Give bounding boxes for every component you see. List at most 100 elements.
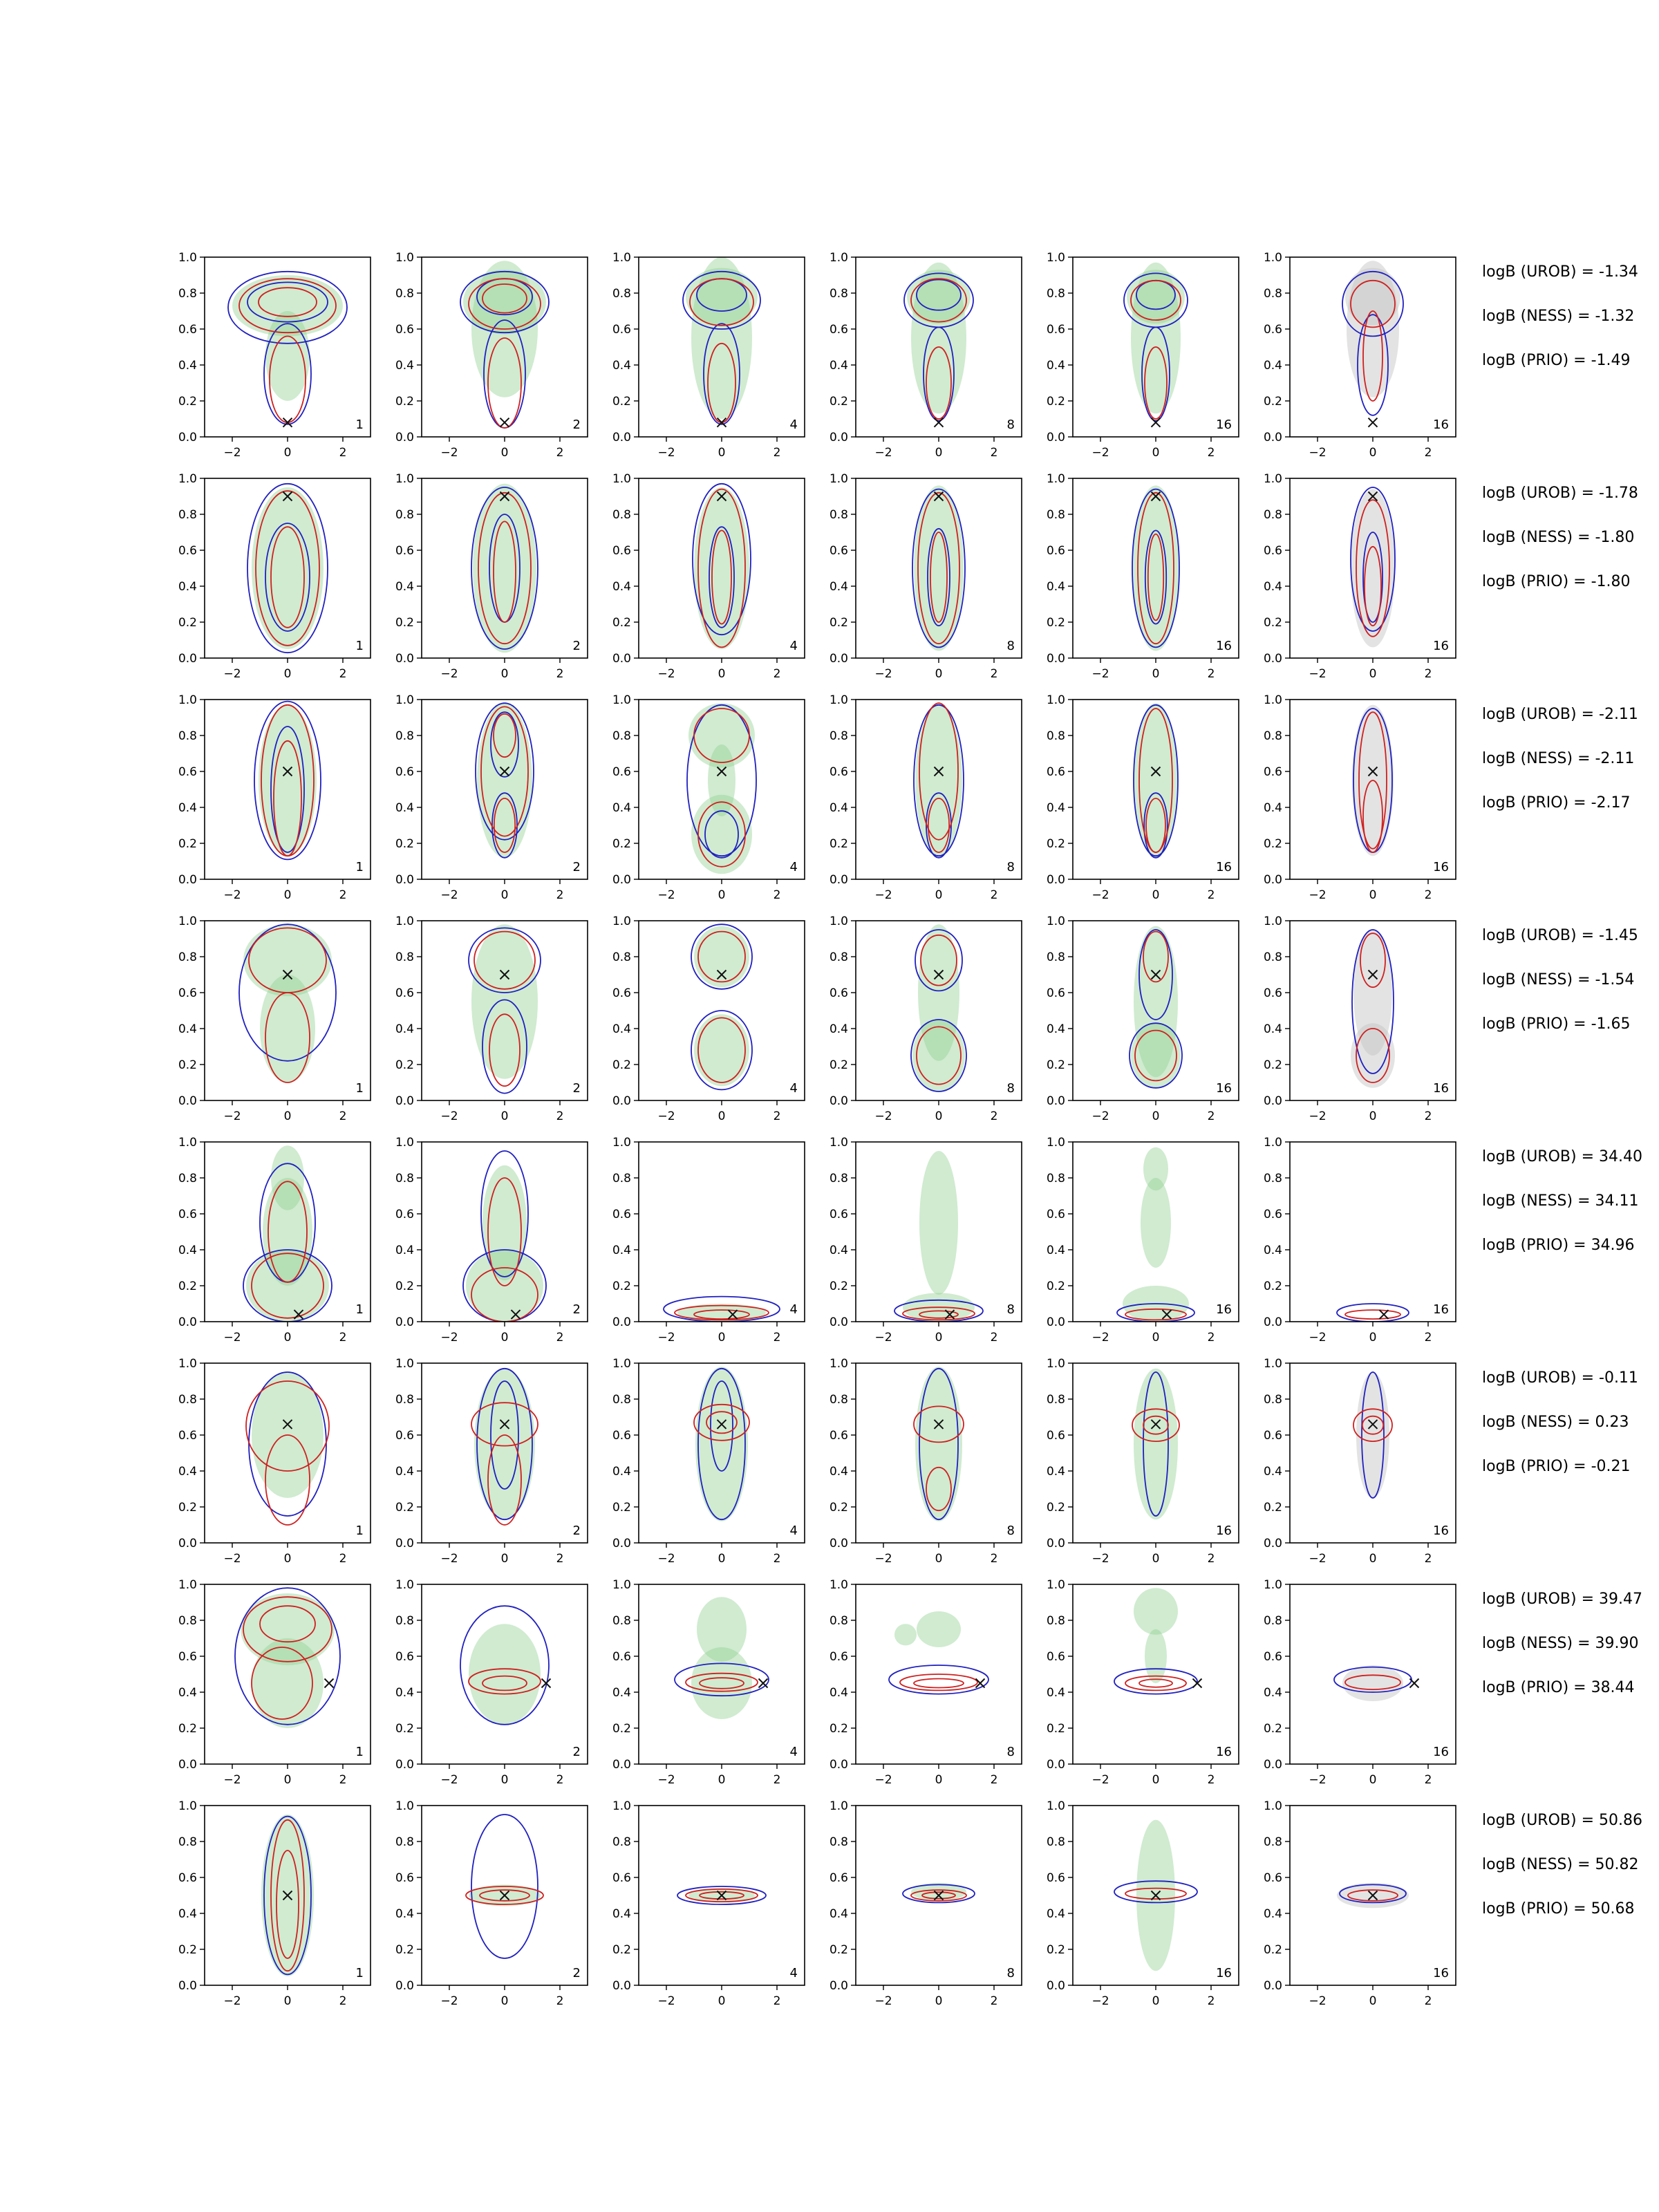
y-tick-label: 1.0 xyxy=(1047,1357,1065,1371)
x-marker xyxy=(324,1678,335,1689)
y-tick-label: 0.6 xyxy=(395,1650,414,1664)
y-tick-label: 0.6 xyxy=(1264,544,1282,558)
x-tick-label: 2 xyxy=(556,1773,564,1787)
density-layer xyxy=(686,703,757,874)
y-tick-label: 0.8 xyxy=(395,508,414,522)
panel-r7-c4: 0.0 0.2 0.4 0.6 0.8 1.0 −2 0 28 xyxy=(830,1578,1022,1787)
x-tick-label: 0 xyxy=(501,1994,509,2008)
contour-red xyxy=(259,1605,316,1643)
logb-annotation-line: logB (NESS) = -1.54 xyxy=(1482,971,1635,988)
x-tick-label: 0 xyxy=(935,888,943,902)
x-tick-label: 0 xyxy=(284,1552,292,1566)
y-tick-label: 0.0 xyxy=(1047,873,1065,887)
panel-r5-c6: 0.0 0.2 0.4 0.6 0.8 1.0 −2 0 2 16 xyxy=(1264,1136,1456,1344)
panel-corner-label: 1 xyxy=(356,1524,364,1538)
y-tick-label: 0.6 xyxy=(1047,544,1065,558)
panel-r3-c3: 0.0 0.2 0.4 0.6 0.8 1.0 −2 0 24 xyxy=(612,693,805,902)
density-fill-green xyxy=(469,1624,541,1725)
logb-annotation-line: logB (PRIO) = -1.65 xyxy=(1482,1015,1631,1033)
y-tick-label: 0.8 xyxy=(395,1172,414,1185)
y-tick-label: 0.8 xyxy=(1264,1393,1282,1407)
x-tick-label: −2 xyxy=(440,1994,458,2008)
x-tick-label: 2 xyxy=(339,1773,347,1787)
y-tick-label: 0.8 xyxy=(1047,508,1065,522)
x-tick-label: 2 xyxy=(1208,1552,1215,1566)
x-marker xyxy=(1378,1309,1389,1320)
y-tick-label: 0.6 xyxy=(830,1650,848,1664)
panel-corner-label: 16 xyxy=(1433,1966,1449,1980)
contour-red xyxy=(1344,1309,1401,1320)
x-marker xyxy=(1150,1419,1161,1430)
x-marker xyxy=(1367,1890,1378,1901)
contour-red xyxy=(921,1891,956,1900)
y-tick-label: 0.0 xyxy=(1047,1094,1065,1108)
contour-blue xyxy=(691,924,753,990)
y-tick-label: 1.0 xyxy=(1047,1136,1065,1150)
y-tick-label: 0.4 xyxy=(830,1244,848,1257)
x-tick-label: 2 xyxy=(556,1331,564,1344)
x-tick-label: 0 xyxy=(718,888,726,902)
y-tick-label: 1.0 xyxy=(830,693,848,707)
x-tick-label: 2 xyxy=(774,1552,781,1566)
contour-red xyxy=(926,346,952,420)
x-tick-label: 0 xyxy=(1369,1552,1377,1566)
x-tick-label: 2 xyxy=(339,888,347,902)
contour-red xyxy=(1364,545,1382,627)
y-tick-label: 0.2 xyxy=(1264,1943,1282,1957)
contour-red xyxy=(685,1672,758,1692)
y-tick-label: 0.8 xyxy=(395,287,414,301)
contour-blue xyxy=(1339,1884,1407,1904)
contour-blue xyxy=(247,482,328,654)
panel-corner-label: 16 xyxy=(1433,1524,1449,1538)
panel-corner-label: 8 xyxy=(1007,1745,1015,1759)
x-marker xyxy=(716,766,727,777)
panel-r6-c5: 0.0 0.2 0.4 0.6 0.8 1.0 −2 0 216 xyxy=(1047,1357,1239,1566)
density-fill-green xyxy=(474,1368,535,1520)
density-layer xyxy=(1129,926,1183,1089)
y-tick-label: 0.8 xyxy=(830,1393,848,1407)
x-tick-label: −2 xyxy=(1309,667,1326,681)
y-tick-label: 0.6 xyxy=(830,1429,848,1443)
chart-row-2: 0.0 0.2 0.4 0.6 0.8 1.0 −2 0 2 1 0.0 0.2 0.4 0.6 0.8 1.… xyxy=(165,471,1659,693)
y-tick-label: 0.6 xyxy=(395,765,414,779)
x-tick-label: −2 xyxy=(223,1773,241,1787)
contour-red xyxy=(899,1674,978,1691)
y-tick-label: 0.2 xyxy=(830,1058,848,1072)
panel-corner-label: 16 xyxy=(1216,639,1232,653)
density-fill-green xyxy=(463,270,546,335)
logb-annotation-block-row-8: logB (UROB) = 50.86 logB (NESS) = 50.82 lo… xyxy=(1467,1799,1659,1944)
density-layer xyxy=(471,1367,538,1526)
x-tick-label: 0 xyxy=(718,1994,726,2008)
y-tick-label: 0.4 xyxy=(1047,1022,1065,1036)
y-tick-label: 0.4 xyxy=(612,1244,631,1257)
contour-blue xyxy=(902,1884,975,1904)
x-tick-label: −2 xyxy=(1309,1773,1326,1787)
panel-r6-c1: 0.0 0.2 0.4 0.6 0.8 1.0 −2 0 21 xyxy=(178,1357,371,1566)
logb-annotation-line: logB (NESS) = -1.80 xyxy=(1482,529,1635,546)
contour-red xyxy=(919,1310,959,1319)
y-tick-label: 0.0 xyxy=(612,1979,631,1993)
y-tick-label: 0.0 xyxy=(1047,652,1065,666)
y-tick-label: 1.0 xyxy=(612,251,631,265)
contour-blue xyxy=(704,810,739,859)
density-fill-green xyxy=(1141,1178,1171,1268)
x-tick-label: −2 xyxy=(657,1552,675,1566)
y-tick-label: 0.6 xyxy=(395,1429,414,1443)
panel-r5-c1: 0.0 0.2 0.4 0.6 0.8 1.0 −2 0 2 1 xyxy=(178,1136,371,1344)
x-tick-label: −2 xyxy=(440,667,458,681)
density-fill-green xyxy=(708,744,735,816)
y-tick-label: 0.6 xyxy=(612,765,631,779)
y-tick-label: 0.8 xyxy=(612,1835,631,1849)
y-tick-label: 1.0 xyxy=(178,472,197,486)
y-tick-label: 0.4 xyxy=(395,1022,414,1036)
density-fill-green xyxy=(1145,1629,1167,1683)
y-tick-label: 0.4 xyxy=(178,1686,197,1700)
x-tick-label: 2 xyxy=(339,446,347,460)
contour-red xyxy=(910,1889,967,1902)
x-tick-label: 0 xyxy=(501,1331,509,1344)
contour-blue xyxy=(691,1010,753,1091)
y-tick-label: 0.2 xyxy=(830,1943,848,1957)
density-layer xyxy=(247,482,328,654)
axes-frame xyxy=(638,1141,805,1322)
y-tick-label: 1.0 xyxy=(612,1136,631,1150)
